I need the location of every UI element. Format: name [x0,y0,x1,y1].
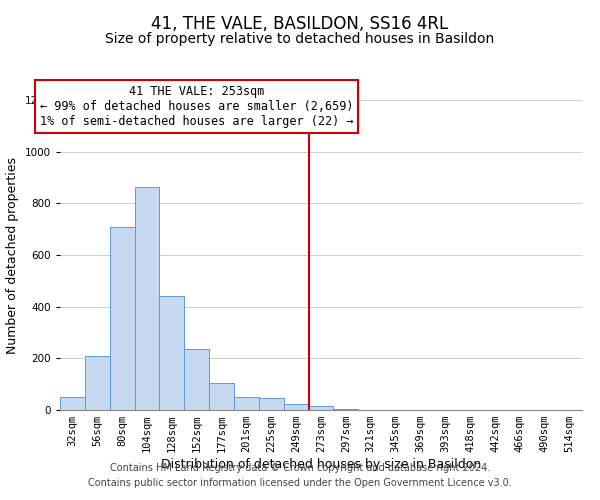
Bar [259,398,284,410]
Bar [234,397,259,410]
Bar [209,383,234,410]
Text: 41, THE VALE, BASILDON, SS16 4RL: 41, THE VALE, BASILDON, SS16 4RL [151,15,449,33]
Text: Size of property relative to detached houses in Basildon: Size of property relative to detached ho… [106,32,494,46]
X-axis label: Distribution of detached houses by size in Basildon: Distribution of detached houses by size … [161,458,481,471]
Bar [85,356,110,410]
Text: 41 THE VALE: 253sqm
← 99% of detached houses are smaller (2,659)
1% of semi-deta: 41 THE VALE: 253sqm ← 99% of detached ho… [40,85,353,128]
Bar [334,409,358,410]
Bar [110,226,134,410]
Bar [160,296,184,410]
Bar [184,350,209,410]
Bar [134,186,160,410]
Bar [60,397,85,410]
Bar [284,404,308,410]
Text: Contains HM Land Registry data © Crown copyright and database right 2024.
Contai: Contains HM Land Registry data © Crown c… [88,462,512,487]
Bar [308,406,334,410]
Y-axis label: Number of detached properties: Number of detached properties [6,156,19,354]
